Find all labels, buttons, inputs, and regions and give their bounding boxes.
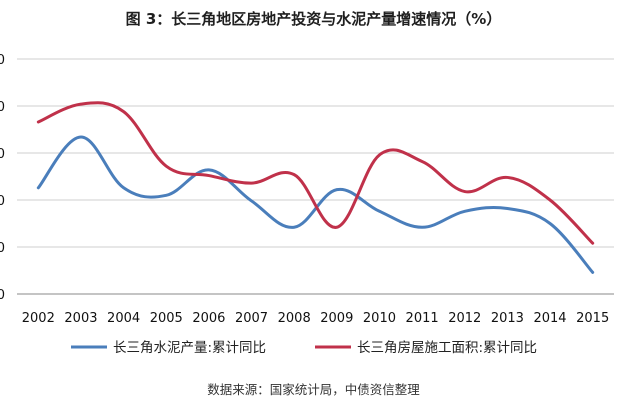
- series-line-1: [36, 135, 595, 274]
- x-tick-label: 2005: [150, 311, 183, 326]
- y-tick-label: 0: [0, 53, 5, 68]
- source-note: 数据来源：国家统计局，中债资信整理: [207, 382, 420, 397]
- x-tick-label: 2004: [107, 311, 140, 326]
- series-line-2: [36, 101, 595, 245]
- y-tick-label: 0: [0, 194, 5, 209]
- x-tick-label: 2008: [278, 311, 311, 326]
- y-tick-label: 0: [0, 241, 5, 256]
- x-tick-label: 2013: [491, 311, 524, 326]
- x-tick-label: 2014: [533, 311, 566, 326]
- legend-label: 长三角水泥产量:累计同比: [113, 340, 266, 356]
- y-axis-ticks: 0 0 0 0 0 0: [0, 53, 5, 303]
- series-lines: [36, 101, 595, 274]
- gridlines: [17, 58, 614, 295]
- legend-label: 长三角房屋施工面积:累计同比: [357, 340, 537, 356]
- x-tick-label: 2007: [235, 311, 268, 326]
- x-tick-label: 2011: [406, 311, 439, 326]
- y-tick-label: 0: [0, 288, 5, 303]
- x-tick-label: 2009: [320, 311, 353, 326]
- y-tick-label: 0: [0, 100, 5, 115]
- chart-title: 图 3：长三角地区房地产投资与水泥产量增速情况（%）: [125, 10, 502, 28]
- y-tick-label: 0: [0, 147, 5, 162]
- x-tick-label: 2015: [576, 311, 609, 326]
- x-tick-label: 2010: [363, 311, 396, 326]
- x-tick-label: 2003: [64, 311, 97, 326]
- x-axis-ticks: 2002 2003 2004 2005 2006 2007 2008 2009 2010 2011…: [22, 311, 609, 326]
- x-tick-label: 2006: [192, 311, 225, 326]
- x-tick-label: 2012: [448, 311, 481, 326]
- legend: 长三角水泥产量:累计同比 长三角房屋施工面积:累计同比: [71, 340, 537, 356]
- x-tick-label: 2002: [22, 311, 55, 326]
